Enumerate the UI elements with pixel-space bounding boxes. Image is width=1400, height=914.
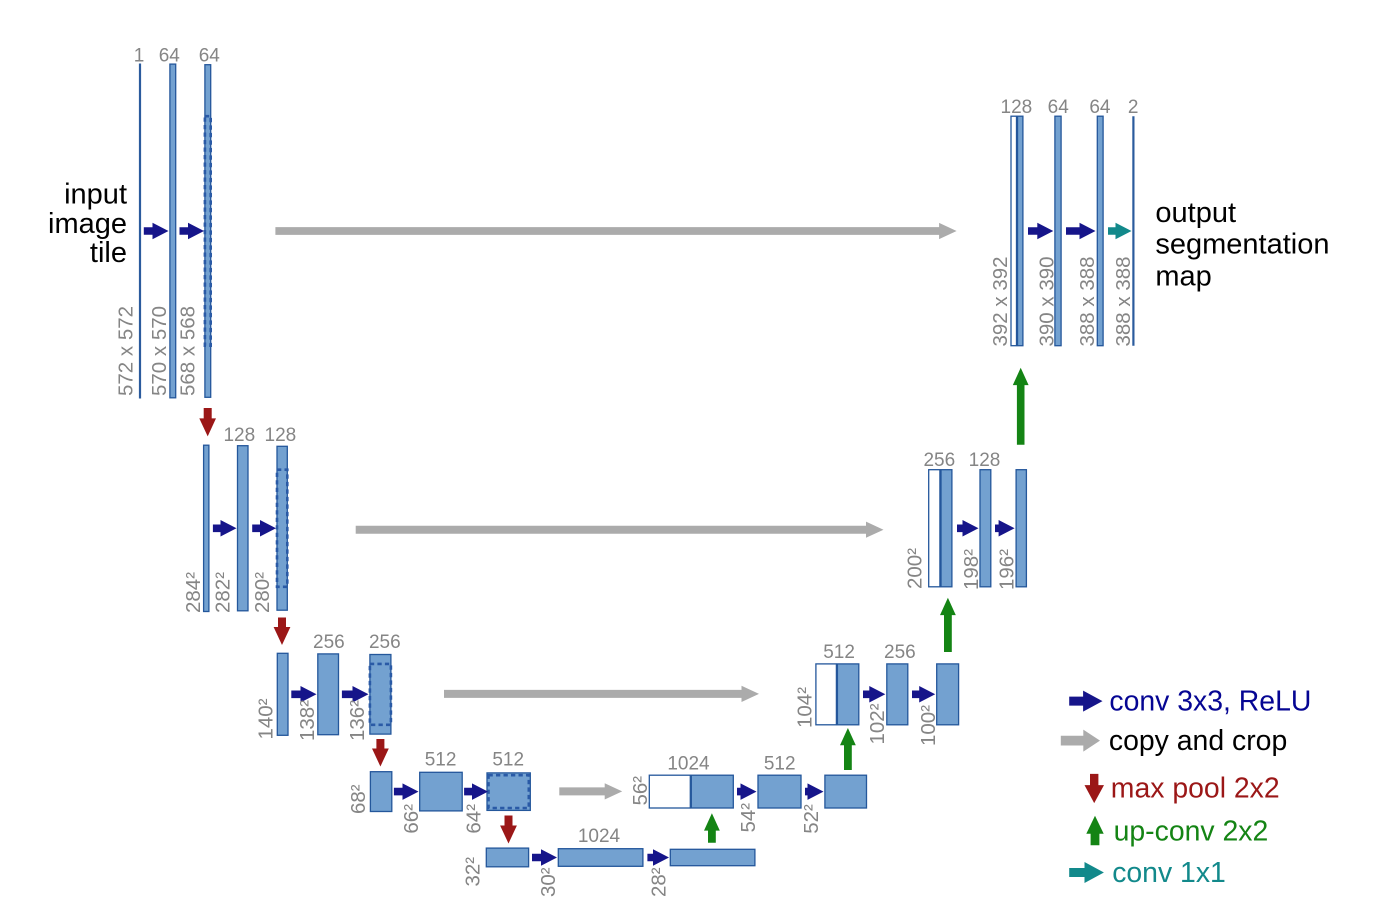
svg-text:196²: 196² [996, 549, 1019, 590]
svg-text:64: 64 [1089, 97, 1111, 118]
svg-text:128: 128 [969, 450, 1001, 471]
svg-text:52²: 52² [800, 804, 823, 834]
svg-text:128: 128 [223, 425, 255, 446]
svg-text:256: 256 [884, 642, 916, 663]
svg-text:392 x 392: 392 x 392 [989, 256, 1012, 346]
svg-text:66²: 66² [400, 804, 423, 834]
svg-text:388 x 388: 388 x 388 [1076, 256, 1099, 346]
svg-text:512: 512 [823, 642, 855, 663]
svg-text:280²: 280² [251, 572, 274, 613]
svg-text:136²: 136² [346, 700, 369, 741]
svg-text:390 x 390: 390 x 390 [1035, 256, 1058, 346]
svg-text:68²: 68² [347, 784, 370, 814]
svg-text:64: 64 [1048, 97, 1070, 118]
svg-text:image: image [48, 208, 127, 240]
svg-text:140²: 140² [255, 698, 278, 739]
svg-text:64²: 64² [462, 804, 485, 834]
svg-text:conv 3x3, ReLU: conv 3x3, ReLU [1109, 686, 1311, 718]
svg-text:388 x 388: 388 x 388 [1112, 256, 1135, 346]
svg-text:max pool 2x2: max pool 2x2 [1111, 772, 1280, 804]
svg-text:segmentation: segmentation [1155, 229, 1329, 261]
svg-text:28²: 28² [648, 867, 671, 897]
svg-text:64: 64 [199, 46, 221, 67]
svg-text:2: 2 [1128, 97, 1139, 118]
svg-text:512: 512 [764, 754, 796, 775]
svg-text:conv 1x1: conv 1x1 [1112, 857, 1226, 889]
svg-text:282²: 282² [211, 572, 234, 613]
svg-text:32²: 32² [461, 857, 484, 887]
svg-text:512: 512 [492, 750, 524, 771]
svg-text:200²: 200² [904, 548, 927, 589]
svg-text:198²: 198² [960, 549, 983, 590]
svg-text:64: 64 [159, 46, 181, 67]
svg-text:256: 256 [923, 450, 955, 471]
svg-text:138²: 138² [296, 700, 319, 741]
svg-text:570 x 570: 570 x 570 [148, 306, 171, 396]
svg-text:tile: tile [90, 237, 127, 269]
svg-text:256: 256 [369, 632, 401, 653]
svg-text:104²: 104² [793, 687, 816, 728]
svg-text:284²: 284² [182, 572, 205, 613]
svg-text:input: input [64, 179, 127, 211]
svg-text:56²: 56² [629, 776, 652, 806]
svg-text:128: 128 [265, 425, 297, 446]
svg-text:102²: 102² [866, 703, 889, 744]
svg-text:256: 256 [313, 632, 345, 653]
svg-text:100²: 100² [917, 705, 940, 746]
svg-text:1024: 1024 [667, 754, 710, 775]
svg-text:512: 512 [425, 750, 457, 771]
svg-text:1: 1 [134, 46, 145, 67]
svg-text:30²: 30² [537, 867, 560, 897]
svg-text:572 x 572: 572 x 572 [114, 306, 137, 396]
svg-text:1024: 1024 [578, 826, 621, 847]
svg-text:output: output [1155, 197, 1236, 229]
svg-text:128: 128 [1001, 97, 1033, 118]
svg-text:copy and crop: copy and crop [1109, 725, 1287, 757]
svg-text:568 x 568: 568 x 568 [176, 306, 199, 396]
svg-text:54²: 54² [737, 803, 760, 833]
svg-text:map: map [1155, 260, 1211, 292]
svg-text:up-conv 2x2: up-conv 2x2 [1114, 815, 1269, 847]
